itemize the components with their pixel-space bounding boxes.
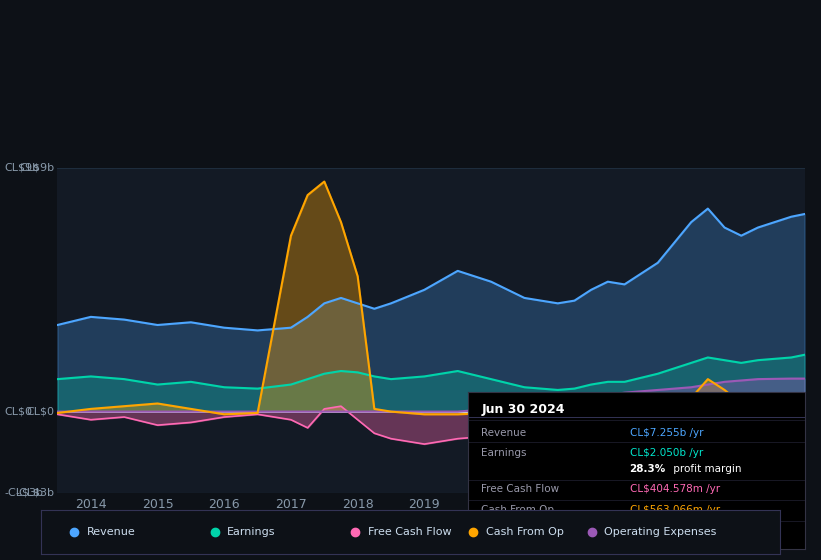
Text: Revenue: Revenue [481, 428, 526, 438]
Text: Operating Expenses: Operating Expenses [481, 525, 587, 535]
Text: 28.3%: 28.3% [630, 464, 666, 474]
Text: CL$563.066m /yr: CL$563.066m /yr [630, 505, 720, 515]
Text: Cash From Op: Cash From Op [486, 527, 564, 537]
Text: -CL$3b: -CL$3b [15, 488, 54, 498]
Text: Free Cash Flow: Free Cash Flow [368, 527, 452, 537]
Text: Earnings: Earnings [227, 527, 276, 537]
Text: CL$0: CL$0 [4, 407, 32, 417]
Text: CL$7.255b /yr: CL$7.255b /yr [630, 428, 703, 438]
Text: Earnings: Earnings [481, 448, 527, 458]
Text: Operating Expenses: Operating Expenses [604, 527, 717, 537]
Text: CL$0: CL$0 [26, 407, 54, 417]
Text: -CL$3b: -CL$3b [4, 488, 44, 498]
Text: CL$9b: CL$9b [4, 163, 39, 173]
Text: CL$9b: CL$9b [19, 163, 54, 173]
Text: Free Cash Flow: Free Cash Flow [481, 484, 560, 494]
Text: CL$2.050b /yr: CL$2.050b /yr [630, 448, 703, 458]
Text: Jun 30 2024: Jun 30 2024 [481, 403, 565, 416]
Text: Cash From Op: Cash From Op [481, 505, 554, 515]
Text: profit margin: profit margin [670, 464, 741, 474]
Text: CL$1.221b /yr: CL$1.221b /yr [630, 525, 703, 535]
Text: Revenue: Revenue [87, 527, 135, 537]
Text: CL$404.578m /yr: CL$404.578m /yr [630, 484, 720, 494]
